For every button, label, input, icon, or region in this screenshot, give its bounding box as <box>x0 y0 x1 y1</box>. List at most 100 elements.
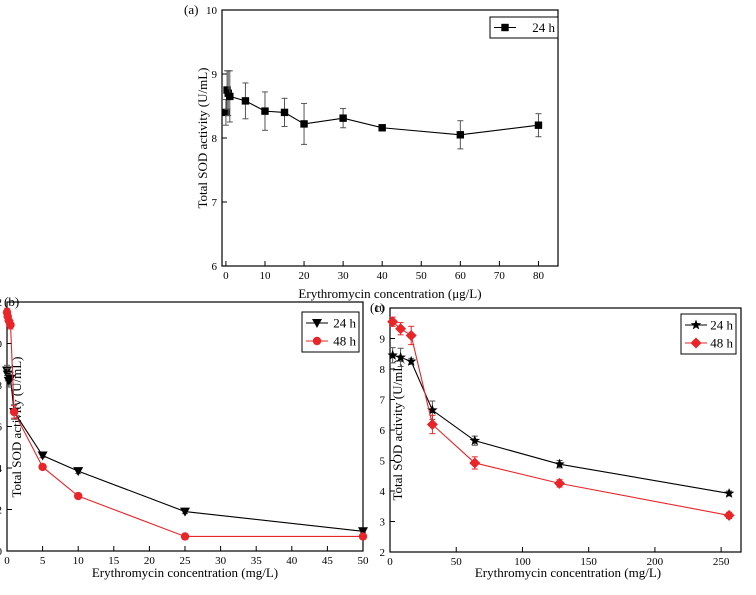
data-point <box>9 407 19 417</box>
data-point <box>74 491 83 501</box>
x-tick-label: 15 <box>108 555 120 567</box>
legend-marker <box>501 23 509 32</box>
data-point <box>300 120 308 128</box>
x-tick-label: 5 <box>40 555 46 567</box>
y-tick-label: 4 <box>0 463 3 475</box>
x-axis-title: Erythromycin concentration (mg/L) <box>92 565 278 580</box>
legend-marker <box>690 319 702 330</box>
data-point <box>358 532 368 541</box>
data-point <box>554 477 566 489</box>
x-tick-label: 40 <box>377 270 389 282</box>
panel-label: (a) <box>184 2 198 17</box>
x-tick-label: 35 <box>251 555 263 567</box>
y-tick-label: 2 <box>380 547 386 559</box>
legend-marker <box>312 319 322 328</box>
data-point <box>378 124 386 132</box>
x-tick-label: 45 <box>322 555 334 567</box>
data-point <box>427 404 438 415</box>
data-point <box>241 97 250 105</box>
x-axis-title: Erythromycin concentration (mg/L) <box>475 565 661 580</box>
data-point <box>6 320 15 330</box>
legend-label: 24 h <box>532 20 555 35</box>
data-point <box>387 349 398 360</box>
y-tick-label: 9 <box>212 69 218 81</box>
legend: 24 h 48 h <box>301 311 360 353</box>
data-point <box>723 509 735 521</box>
y-tick-label: 9 <box>380 334 386 346</box>
chart-panel-1: 0 5 10 15 20 25 30 35 40 45 50 0 2 4 6 8 10 12 Erythromyci… <box>0 294 369 580</box>
panel-label: (c) <box>370 300 384 315</box>
data-point <box>469 435 480 446</box>
legend-marker <box>312 336 322 346</box>
data-point <box>395 351 406 362</box>
legend: 24 h <box>489 16 559 39</box>
x-tick-label: 25 <box>180 555 192 567</box>
data-point <box>554 458 565 469</box>
x-tick-label: 10 <box>73 555 85 567</box>
data-point <box>469 457 481 469</box>
data-point <box>395 323 407 335</box>
x-tick-label: 80 <box>533 270 545 282</box>
series-48h <box>387 316 735 521</box>
data-point <box>358 527 368 537</box>
y-tick-label: 6 <box>0 422 3 434</box>
series-24h <box>222 70 543 150</box>
panel-label: (b) <box>4 294 19 309</box>
y-tick-label: 8 <box>0 380 3 392</box>
series-24h <box>387 347 735 498</box>
legend-label: 24 h <box>333 316 356 331</box>
y-tick-label: 6 <box>212 261 218 273</box>
x-tick-label: 60 <box>455 270 467 282</box>
legend-label: 48 h <box>333 334 356 349</box>
data-point <box>339 114 347 122</box>
data-point <box>222 108 230 117</box>
x-tick-label: 20 <box>299 270 311 282</box>
legend-box <box>301 311 360 353</box>
y-axis-title: Total SOD activity (U/mL) <box>195 68 210 209</box>
legend-box <box>680 313 737 355</box>
legend-marker <box>690 337 702 349</box>
y-tick-label: 2 <box>0 505 2 517</box>
data-point <box>405 329 417 341</box>
y-tick-label: 7 <box>380 395 386 407</box>
y-tick-label: 5 <box>380 456 386 468</box>
legend: 24 h 48 h <box>680 313 737 355</box>
data-point <box>405 355 417 366</box>
x-tick-label: 0 <box>387 556 393 568</box>
data-point <box>534 121 543 129</box>
y-tick-label: 8 <box>380 364 386 376</box>
data-point <box>37 451 48 461</box>
x-tick-label: 50 <box>451 556 463 568</box>
data-point <box>38 462 47 472</box>
x-tick-label: 30 <box>215 555 227 567</box>
legend-label: 24 h <box>710 318 733 333</box>
y-tick-label: 0 <box>0 546 3 558</box>
x-axis-title: Erythromycin concentration (μg/L) <box>298 286 481 301</box>
y-tick-label: 7 <box>212 197 218 209</box>
series-line <box>392 354 730 494</box>
x-tick-label: 0 <box>4 555 10 567</box>
chart-panel-2: 0 50 100 150 200 250 2 3 4 5 6 7 8 9 10 Erythromycin co… <box>370 300 742 580</box>
x-tick-label: 250 <box>713 556 730 568</box>
chart-panel-0: 0 10 20 30 40 50 60 70 80 6 7 8 9 10 Erythromycin conc… <box>184 2 559 301</box>
y-tick-label: 12 <box>0 297 2 309</box>
x-tick-label: 200 <box>647 556 664 568</box>
x-tick-label: 150 <box>580 556 597 568</box>
series-line <box>6 370 364 532</box>
y-tick-label: 3 <box>380 517 386 529</box>
data-point <box>261 107 269 115</box>
y-tick-label: 8 <box>212 133 218 145</box>
data-point <box>180 532 190 541</box>
x-tick-label: 70 <box>494 270 506 282</box>
data-point <box>73 467 84 477</box>
y-tick-label: 10 <box>374 303 386 315</box>
y-tick-label: 10 <box>0 339 3 351</box>
data-point <box>180 507 190 517</box>
x-tick-label: 20 <box>144 555 156 567</box>
y-tick-label: 6 <box>380 425 386 437</box>
x-tick-label: 50 <box>358 555 370 567</box>
y-tick-label: 4 <box>380 486 386 498</box>
data-point <box>387 316 399 328</box>
x-tick-label: 50 <box>416 270 428 282</box>
legend-box <box>489 16 559 39</box>
